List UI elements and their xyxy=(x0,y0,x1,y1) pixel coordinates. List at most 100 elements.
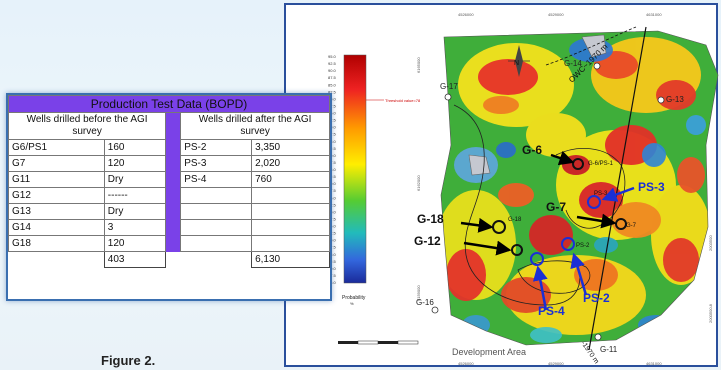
cell-well-after xyxy=(180,235,253,252)
scale-tick-label: 87.5 xyxy=(328,75,337,80)
top-tick: 4631000 xyxy=(646,12,662,17)
well-marker xyxy=(657,96,665,104)
table-divider xyxy=(165,203,182,220)
scale-tick-label: 40.0 xyxy=(328,209,337,214)
scale-tick-label: 55.0 xyxy=(328,167,337,172)
cell-value-before: 160 xyxy=(103,139,167,156)
arrow-ps3 xyxy=(601,186,635,202)
top-tick: 4529000 xyxy=(548,12,564,17)
table-body: G6/PS1 160 PS-2 3,350 G7 120 PS-3 2,020 G11 Dry PS… xyxy=(8,139,330,268)
arrow-ps2 xyxy=(570,252,588,296)
arrow-ps4 xyxy=(532,265,548,311)
color-scale-bar xyxy=(343,54,367,284)
label-ps4: PS-4 xyxy=(538,304,565,318)
arrow-g7 xyxy=(576,213,617,229)
cell-well-before: G6/PS1 xyxy=(8,139,105,156)
table-divider xyxy=(165,219,182,236)
scale-tick-label: 67.5 xyxy=(328,132,337,137)
production-table-panel: Production Test Data (BOPD) Wells drille… xyxy=(6,93,332,301)
scale-tick-label: 72.5 xyxy=(328,118,337,123)
arrow-g12 xyxy=(463,240,512,256)
cell-value-before: 120 xyxy=(103,155,167,172)
table-divider xyxy=(165,155,182,172)
scale-tick-label: 95.0 xyxy=(328,54,337,59)
cell-value-after xyxy=(251,235,330,252)
cell-well-before: G7 xyxy=(8,155,105,172)
scale-tick-label: 47.5 xyxy=(328,188,337,193)
scale-tick-label: 70.0 xyxy=(328,125,337,130)
right-tick: 2003500 xyxy=(708,235,713,251)
well-label-g11: G-11 xyxy=(600,345,618,354)
cell-well-after xyxy=(180,187,253,204)
table-row: G11 Dry PS-4 760 xyxy=(8,171,330,188)
table-divider xyxy=(165,112,182,140)
left-tick: 6159000 xyxy=(416,285,421,301)
table-divider xyxy=(165,187,182,204)
cell-value-after: 2,020 xyxy=(251,155,330,172)
label-g12: G-12 xyxy=(414,234,441,248)
label-ps3: PS-3 xyxy=(638,180,665,194)
scale-tick-label: 17.5 xyxy=(328,273,337,278)
scale-tick-label: 30.0 xyxy=(328,238,337,243)
scale-tick-label: 45.0 xyxy=(328,195,337,200)
scale-tick-label: 92.5 xyxy=(328,61,337,66)
well-marker xyxy=(594,333,602,341)
scale-title: Probability xyxy=(342,295,366,301)
table-divider xyxy=(165,235,182,252)
left-tick: 6162000 xyxy=(416,175,421,191)
scale-tick-label: 77.5 xyxy=(328,103,337,108)
map-tiny-label: G-18 xyxy=(508,217,522,223)
north-label: N xyxy=(514,60,519,67)
well-marker-g12 xyxy=(511,244,523,256)
cell-value-before: 3 xyxy=(103,219,167,236)
cell-well-after xyxy=(180,203,253,220)
scale-tick-label: 20.0 xyxy=(328,266,337,271)
map-tiny-label: G-7 xyxy=(626,223,637,229)
scale-bar xyxy=(338,340,419,345)
scale-tick-label: 85.0 xyxy=(328,82,337,87)
well-label-g13: G-13 xyxy=(666,95,684,104)
table-row: G7 120 PS-3 2,020 xyxy=(8,155,330,172)
scale-tick-label: 37.5 xyxy=(328,216,337,221)
left-tick: 6165000 xyxy=(416,57,421,73)
well-marker xyxy=(593,62,601,70)
table-row: G12 ------ xyxy=(8,187,330,204)
map-tiny-label: PS-3 xyxy=(594,191,608,197)
cell-well-after: PS-3 xyxy=(180,155,253,172)
map-tiny-label: PS-2 xyxy=(576,243,590,249)
scale-tick-label: 62.5 xyxy=(328,146,337,151)
scale-tick-label: 35.0 xyxy=(328,224,337,229)
table-row: G14 3 xyxy=(8,219,330,236)
cell-value-after xyxy=(251,219,330,236)
map-panel: 4526000 4529000 4631000 4526000 4529000 … xyxy=(284,3,719,367)
scale-tick-label: 27.5 xyxy=(328,245,337,250)
cell-empty xyxy=(9,252,105,268)
map-tiny-label: G-6/PS-1 xyxy=(588,161,614,167)
left-tick-labels: 6165000 6162000 6159000 xyxy=(416,57,421,301)
well-marker xyxy=(431,306,439,314)
label-g7: G-7 xyxy=(546,200,566,214)
label-g18: G-18 xyxy=(417,212,444,226)
scale-tick-label: 22.5 xyxy=(328,259,337,264)
bottom-tick: 4526000 xyxy=(458,361,474,366)
cell-well-after xyxy=(180,219,253,236)
cell-empty xyxy=(181,252,252,268)
color-scale-labels: 95.0 92.5 90.0 87.5 85.0 82.5 80.0 77.5 75.0 72.5… xyxy=(328,54,337,285)
cell-value-before: 120 xyxy=(103,235,167,252)
table-row: G6/PS1 160 PS-2 3,350 xyxy=(8,139,330,156)
cell-value-after xyxy=(251,203,330,220)
label-g6: G-6 xyxy=(522,143,542,157)
well-marker-ps2 xyxy=(561,237,575,251)
scale-tick-label: 50.0 xyxy=(328,181,337,186)
well-label-g17: G-17 xyxy=(440,82,458,91)
cell-value-after: 3,350 xyxy=(251,139,330,156)
arrow-g6 xyxy=(550,150,575,166)
total-before: 403 xyxy=(103,251,167,268)
north-arrow-icon: N xyxy=(508,45,530,77)
scale-tick-label: 57.5 xyxy=(328,160,337,165)
cell-well-before: G14 xyxy=(8,219,105,236)
label-ps2: PS-2 xyxy=(583,291,610,305)
table-divider xyxy=(165,171,182,188)
cell-value-before: Dry xyxy=(103,203,167,220)
owc-line-top xyxy=(545,26,637,66)
